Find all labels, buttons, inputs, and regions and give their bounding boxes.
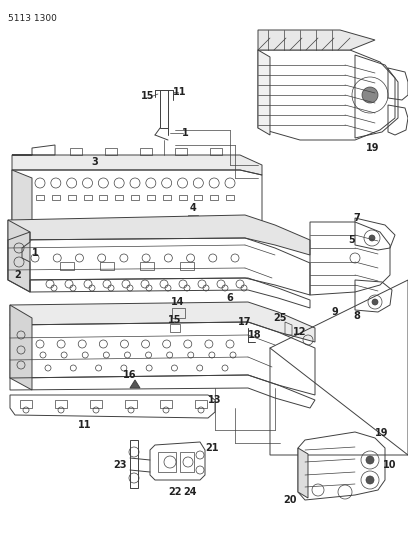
Text: 24: 24 — [183, 487, 197, 497]
Text: 18: 18 — [248, 330, 262, 340]
Circle shape — [366, 476, 374, 484]
Polygon shape — [130, 380, 140, 388]
Bar — [195, 400, 207, 408]
Bar — [147, 195, 155, 200]
Polygon shape — [12, 155, 262, 175]
Bar — [55, 400, 67, 408]
Text: 1: 1 — [32, 248, 38, 258]
Bar — [84, 195, 91, 200]
Text: 14: 14 — [171, 297, 185, 307]
Text: 1: 1 — [182, 128, 188, 138]
Polygon shape — [258, 30, 375, 50]
Bar — [170, 324, 180, 332]
Bar — [140, 262, 154, 270]
Polygon shape — [10, 305, 32, 390]
Bar — [194, 195, 202, 200]
Circle shape — [372, 299, 378, 305]
Text: 13: 13 — [208, 395, 222, 405]
Text: 8: 8 — [354, 311, 360, 321]
Bar — [90, 400, 102, 408]
Bar — [52, 195, 60, 200]
Bar — [125, 400, 137, 408]
Text: 19: 19 — [375, 428, 389, 438]
Text: 22: 22 — [168, 487, 182, 497]
Bar — [115, 195, 123, 200]
Circle shape — [362, 87, 378, 103]
Bar — [179, 195, 186, 200]
Bar — [36, 195, 44, 200]
Bar — [180, 262, 194, 270]
Polygon shape — [10, 302, 315, 342]
Text: 21: 21 — [205, 443, 219, 453]
Bar — [60, 262, 74, 270]
Polygon shape — [258, 50, 270, 135]
Bar — [160, 400, 172, 408]
Text: 5: 5 — [348, 235, 355, 245]
Bar — [226, 195, 234, 200]
Text: 5113 1300: 5113 1300 — [8, 14, 57, 23]
Bar — [158, 452, 176, 472]
Text: 7: 7 — [354, 213, 360, 223]
Circle shape — [369, 235, 375, 241]
Polygon shape — [8, 220, 30, 292]
Text: 23: 23 — [113, 460, 127, 470]
Text: 19: 19 — [366, 143, 380, 153]
Text: 10: 10 — [383, 460, 397, 470]
Bar — [20, 400, 32, 408]
Text: 11: 11 — [173, 87, 187, 97]
Bar — [68, 195, 75, 200]
Polygon shape — [12, 170, 32, 240]
Text: 15: 15 — [141, 91, 155, 101]
Text: 3: 3 — [92, 157, 98, 167]
Bar — [163, 195, 171, 200]
Text: 6: 6 — [226, 293, 233, 303]
Text: 9: 9 — [332, 307, 338, 317]
Text: 25: 25 — [273, 313, 287, 323]
Text: 12: 12 — [293, 327, 307, 337]
Text: 20: 20 — [283, 495, 297, 505]
Circle shape — [366, 456, 374, 464]
Text: 11: 11 — [78, 420, 92, 430]
Text: 16: 16 — [123, 370, 137, 380]
Text: 2: 2 — [15, 270, 21, 280]
Text: 4: 4 — [190, 203, 196, 213]
Bar — [100, 262, 114, 270]
Bar — [180, 452, 194, 472]
Polygon shape — [298, 448, 308, 498]
Bar — [99, 195, 107, 200]
Text: 17: 17 — [238, 317, 252, 327]
Bar — [188, 215, 198, 223]
Text: 15: 15 — [168, 315, 182, 325]
Bar — [131, 195, 139, 200]
Bar — [210, 195, 218, 200]
Polygon shape — [8, 215, 310, 255]
